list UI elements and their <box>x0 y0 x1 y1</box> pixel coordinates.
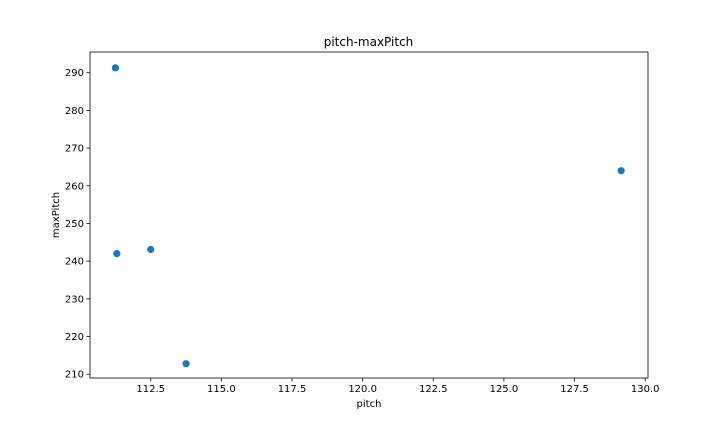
y-tick-label: 240 <box>65 257 84 268</box>
x-tick-label: 115.0 <box>207 384 236 395</box>
scatter-point <box>113 250 121 258</box>
scatter-point <box>182 360 190 368</box>
x-tick-label: 125.0 <box>490 384 519 395</box>
y-axis-label: maxPitch <box>51 192 62 238</box>
data-points <box>111 64 625 368</box>
scatter-point <box>617 167 625 175</box>
x-tick-label: 120.0 <box>348 384 377 395</box>
y-axis-ticks: 210 220 230 240 250 260 270 280 290 <box>65 68 90 381</box>
y-tick-label: 210 <box>65 370 84 381</box>
y-tick-label: 290 <box>65 68 84 79</box>
plot-area <box>89 51 649 379</box>
chart-title: pitch-maxPitch <box>324 35 414 49</box>
y-tick-label: 220 <box>65 332 84 343</box>
y-tick-label: 230 <box>65 294 84 305</box>
y-tick-label: 280 <box>65 106 84 117</box>
x-axis-label: pitch <box>357 399 382 410</box>
x-tick-label: 117.5 <box>278 384 307 395</box>
x-tick-label: 112.5 <box>136 384 165 395</box>
x-tick-label: 122.5 <box>419 384 448 395</box>
x-tick-label: 127.5 <box>560 384 589 395</box>
y-tick-label: 260 <box>65 181 84 192</box>
scatter-point <box>147 245 155 254</box>
x-tick-label: 130.0 <box>631 384 660 395</box>
y-tick-label: 250 <box>65 219 84 230</box>
x-axis-ticks: 112.5 115.0 117.5 120.0 122.5 125.0 127.5 130.0 <box>136 378 659 395</box>
scatter-point <box>111 64 120 72</box>
y-tick-label: 270 <box>65 144 84 155</box>
